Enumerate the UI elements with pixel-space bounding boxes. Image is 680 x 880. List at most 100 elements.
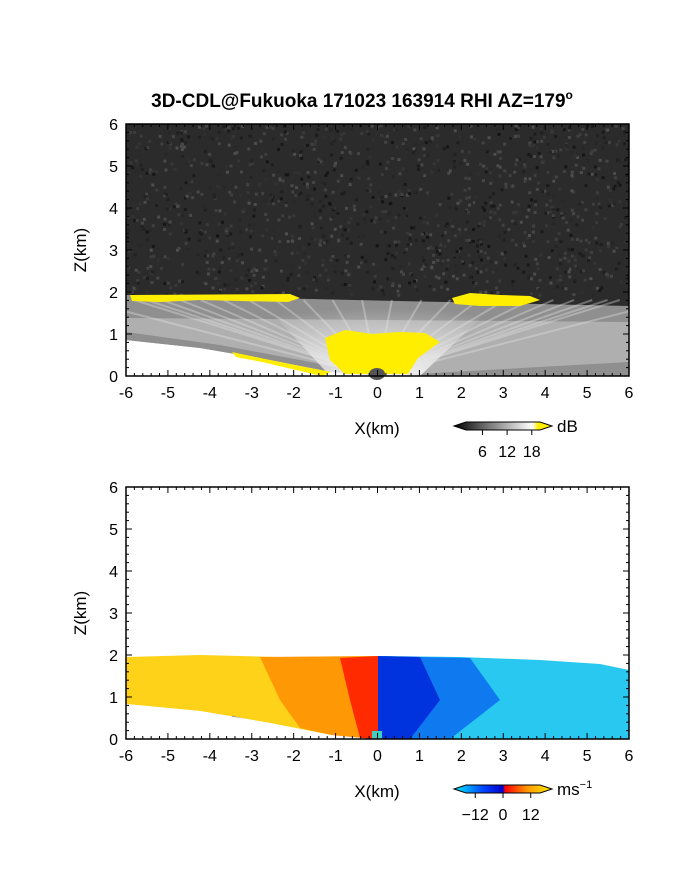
noise-speckle [163,159,167,163]
noise-speckle [251,161,255,165]
noise-speckle [484,167,488,171]
noise-speckle [574,153,578,157]
noise-speckle [191,196,195,200]
noise-speckle [452,230,456,234]
noise-speckle [320,161,324,165]
noise-speckle [357,176,361,180]
noise-speckle [598,249,602,253]
noise-speckle [595,191,599,195]
noise-speckle [186,247,190,251]
noise-speckle [567,270,571,274]
noise-speckle [522,270,526,274]
noise-speckle [129,131,133,135]
noise-speckle [148,171,152,175]
noise-speckle [328,202,332,206]
noise-speckle [531,240,535,244]
noise-speckle [307,175,311,179]
noise-speckle [379,230,383,234]
noise-speckle [162,191,166,195]
noise-speckle [436,258,440,262]
noise-speckle [617,158,621,162]
noise-speckle [341,233,345,237]
noise-speckle [414,279,418,283]
noise-speckle [212,268,216,272]
noise-speckle [516,266,520,270]
noise-speckle [159,267,163,271]
noise-speckle [403,250,407,254]
noise-speckle [386,252,390,256]
noise-speckle [468,172,472,176]
noise-speckle [325,163,329,167]
noise-speckle [434,275,438,279]
noise-speckle [333,227,337,231]
noise-speckle [292,214,296,218]
noise-speckle [142,217,146,221]
noise-speckle [349,241,353,245]
noise-speckle [453,152,457,156]
noise-speckle [354,198,358,202]
noise-speckle [547,255,551,259]
noise-speckle [335,129,339,133]
noise-speckle [534,257,538,261]
noise-speckle [397,284,401,288]
noise-speckle [321,263,325,267]
noise-speckle [569,233,573,237]
noise-speckle [155,139,159,143]
noise-speckle [333,164,337,168]
noise-speckle [186,158,190,162]
noise-speckle [264,212,268,216]
noise-speckle [364,259,368,263]
noise-speckle [329,258,333,262]
noise-speckle [621,127,625,131]
noise-speckle [336,211,340,215]
noise-speckle [272,173,276,177]
noise-speckle [247,201,251,205]
noise-speckle [202,127,206,131]
noise-speckle [481,220,485,224]
noise-speckle [458,201,462,205]
noise-speckle [324,199,328,203]
noise-speckle [176,131,180,135]
noise-speckle [225,165,229,169]
noise-speckle [264,152,268,156]
noise-speckle [381,210,385,214]
noise-speckle [332,139,336,143]
noise-speckle [375,219,379,223]
noise-speckle [398,139,402,143]
velocity-colorbar-bar [452,784,554,794]
noise-speckle [211,137,215,141]
noise-speckle [527,274,531,278]
noise-speckle [301,131,305,135]
intensity-axes: -6 -5 -4 -3 -2 -1 0 1 2 3 4 5 6 0 1 2 3 4 5 6 [109,117,633,402]
noise-speckle [466,245,470,249]
noise-speckle [318,274,322,278]
noise-speckle [126,228,130,232]
noise-speckle [527,204,531,208]
noise-speckle [192,158,196,162]
noise-speckle [466,162,470,166]
noise-speckle [599,242,603,246]
noise-speckle [196,190,200,194]
noise-speckle [541,189,545,193]
noise-speckle [290,239,294,243]
noise-speckle [343,282,347,286]
noise-speckle [211,286,215,290]
noise-speckle [494,265,498,269]
noise-speckle [366,162,370,166]
noise-speckle [268,197,272,201]
noise-speckle [265,266,269,270]
noise-speckle [565,147,569,151]
noise-speckle [286,239,290,243]
noise-speckle [453,165,457,169]
noise-speckle [511,280,515,284]
x-tick-label: 0 [373,385,382,402]
noise-speckle [594,236,598,240]
noise-speckle [503,250,507,254]
y-tick-label: 1 [109,327,118,344]
noise-speckle [437,276,441,280]
noise-speckle [233,200,237,204]
noise-speckle [501,223,505,227]
noise-speckle [245,287,249,291]
noise-speckle [221,256,225,260]
noise-speckle [339,156,343,160]
